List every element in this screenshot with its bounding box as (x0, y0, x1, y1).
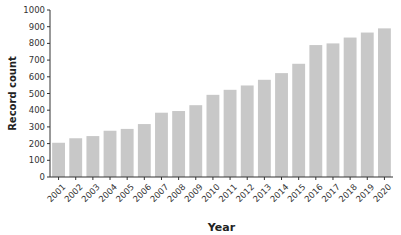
x-tick (332, 177, 333, 180)
x-tick (75, 177, 76, 180)
x-tick (92, 177, 93, 180)
chart: 0 100 200 300 400 500 600 700 800 900 1000 20012002… (0, 0, 401, 235)
x-tick-label: 2017 (320, 182, 342, 204)
bar (189, 105, 202, 177)
y-tick (47, 26, 50, 27)
y-tick-label: 100 (29, 155, 45, 165)
x-tick (127, 177, 128, 180)
x-tick-label: 2010 (199, 182, 221, 204)
bar (206, 95, 219, 177)
bar (69, 138, 82, 177)
bar (275, 73, 288, 177)
x-tick (298, 177, 299, 180)
bar (309, 45, 322, 177)
y-tick (47, 160, 50, 161)
chart-container: 0 100 200 300 400 500 600 700 800 900 1000 20012002… (0, 0, 401, 235)
x-tick-label: 2020 (371, 182, 393, 204)
bar (121, 129, 134, 177)
bar (258, 80, 271, 177)
x-tick-label: 2008 (165, 182, 187, 204)
x-tick (264, 177, 265, 180)
bars (52, 28, 391, 177)
x-axis-label: Year (207, 221, 236, 234)
x-tick (281, 177, 282, 180)
y-tick-label: 800 (29, 38, 45, 48)
x-tick (384, 177, 385, 180)
bar (344, 38, 357, 177)
x-tick (367, 177, 368, 180)
x-tick (178, 177, 179, 180)
bar (172, 111, 185, 177)
y-tick-label: 900 (29, 22, 45, 32)
x-tick-label: 2004 (97, 182, 119, 204)
x-tick-label: 2013 (251, 182, 273, 204)
x-tick-label: 2007 (148, 182, 170, 204)
y-tick (47, 126, 50, 127)
y-tick (47, 110, 50, 111)
x-tick (58, 177, 59, 180)
x-axis-line (50, 177, 393, 178)
bar (138, 124, 151, 177)
x-tick-label: 2006 (131, 182, 153, 204)
bar (52, 143, 65, 177)
y-tick-label: 0 (40, 172, 45, 182)
axes: 0 100 200 300 400 500 600 700 800 900 1000 20012002… (23, 5, 393, 204)
x-tick-label: 2015 (285, 182, 307, 204)
y-tick (47, 93, 50, 94)
y-tick-label: 200 (29, 139, 45, 149)
bar (327, 43, 340, 177)
bar (378, 28, 391, 177)
x-tick-label: 2014 (268, 182, 290, 204)
x-tick (110, 177, 111, 180)
y-tick-label: 600 (29, 72, 45, 82)
bar (361, 33, 374, 177)
x-tick-label: 2005 (114, 182, 136, 204)
y-tick (47, 10, 50, 11)
bar (86, 136, 99, 177)
bar (224, 90, 237, 177)
y-tick (47, 60, 50, 61)
y-tick (47, 76, 50, 77)
x-tick (230, 177, 231, 180)
y-tick-label: 700 (29, 55, 45, 65)
x-tick (212, 177, 213, 180)
x-tick (247, 177, 248, 180)
y-tick-label: 400 (29, 105, 45, 115)
y-tick-label: 1000 (23, 5, 45, 15)
bar (155, 113, 168, 177)
x-tick-label: 2018 (337, 182, 359, 204)
x-tick (315, 177, 316, 180)
y-axis-label: Record count (7, 56, 18, 131)
y-tick-label: 300 (29, 122, 45, 132)
x-tick (195, 177, 196, 180)
y-tick (47, 43, 50, 44)
y-tick (47, 177, 50, 178)
x-tick-label: 2011 (217, 182, 239, 204)
x-tick-label: 2019 (354, 182, 376, 204)
x-tick (161, 177, 162, 180)
y-tick-label: 500 (29, 89, 45, 99)
bar (292, 64, 305, 177)
x-tick-label: 2002 (62, 182, 84, 204)
x-tick-label: 2012 (234, 182, 256, 204)
x-tick-label: 2016 (302, 182, 324, 204)
x-tick (350, 177, 351, 180)
x-tick-label: 2003 (79, 182, 101, 204)
x-tick-label: 2001 (45, 182, 67, 204)
y-tick (47, 143, 50, 144)
x-tick-label: 2009 (182, 182, 204, 204)
bar (241, 85, 254, 177)
bar (104, 131, 117, 177)
x-tick (144, 177, 145, 180)
